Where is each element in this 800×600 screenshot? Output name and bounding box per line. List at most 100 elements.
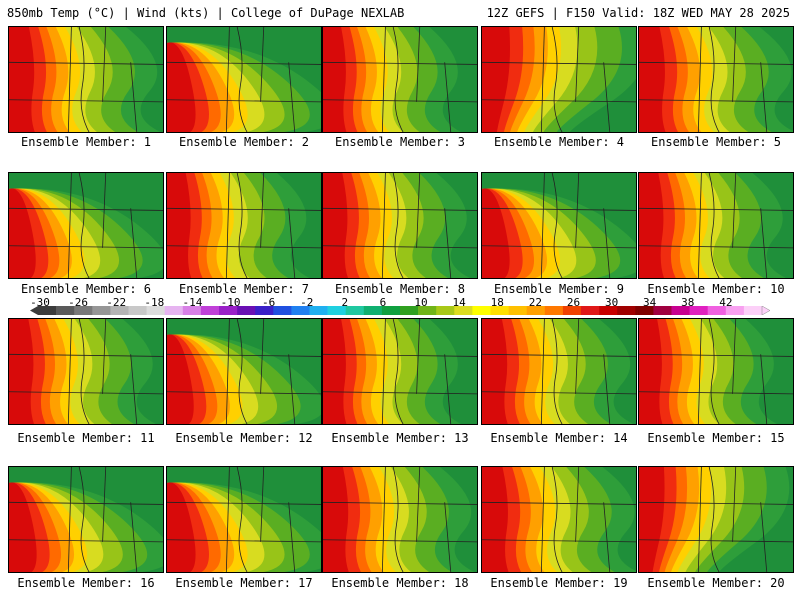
colorbar-segment (544, 306, 564, 315)
colorbar-segment (635, 306, 654, 315)
ensemble-map-panel (322, 318, 478, 425)
ensemble-member-label: Ensemble Member: 9 (493, 282, 625, 296)
colorbar-segment (418, 306, 437, 315)
colorbar-segment (707, 306, 727, 315)
colorbar-segment (689, 306, 708, 315)
colorbar-tick-label: 26 (566, 296, 581, 309)
colorbar-tick-label: -18 (144, 296, 165, 309)
ensemble-map-panel (166, 318, 322, 425)
colorbar-tick-label: -10 (220, 296, 241, 309)
ensemble-map-panel (638, 26, 794, 133)
ensemble-member-label: Ensemble Member: 19 (490, 576, 628, 590)
colorbar-segment (472, 306, 491, 315)
colorbar-segment (327, 306, 346, 315)
colorbar-segment (743, 306, 763, 315)
colorbar-segment (436, 306, 455, 315)
colorbar-min-arrow (30, 306, 38, 315)
ensemble-member-label: Ensemble Member: 11 (17, 431, 155, 445)
colorbar-segment (454, 306, 473, 315)
colorbar-segment (182, 306, 202, 315)
colorbar-tick-label: 38 (681, 296, 695, 309)
ensemble-member-label: Ensemble Member: 15 (647, 431, 785, 445)
ensemble-map-panel (322, 466, 478, 573)
colorbar-segment (219, 306, 238, 315)
colorbar-segment (725, 306, 745, 315)
run-valid-time: 12Z GEFS | F150 Valid: 18Z WED MAY 28 20… (486, 6, 790, 20)
ensemble-member-label: Ensemble Member: 16 (17, 576, 155, 590)
colorbar-segment (363, 306, 383, 315)
ensemble-member-label: Ensemble Member: 12 (175, 431, 313, 445)
colorbar-segment (617, 306, 636, 315)
ensemble-member-label: Ensemble Member: 17 (175, 576, 313, 590)
ensemble-member-label: Ensemble Member: 3 (334, 135, 466, 149)
ensemble-member-label: Ensemble Member: 14 (490, 431, 628, 445)
colorbar-segment (526, 306, 546, 315)
colorbar-segment (490, 306, 509, 315)
temperature-colorbar (30, 306, 770, 315)
colorbar-segment (200, 306, 220, 315)
ensemble-member-label: Ensemble Member: 2 (178, 135, 310, 149)
ensemble-map-panel (638, 318, 794, 425)
ensemble-map-panel (481, 466, 637, 573)
colorbar-tick-label: 30 (604, 296, 619, 309)
ensemble-map-panel (8, 466, 164, 573)
ensemble-member-label: Ensemble Member: 7 (178, 282, 310, 296)
ensemble-map-panel (166, 466, 322, 573)
colorbar-max-arrow (761, 306, 770, 315)
colorbar-segment (92, 306, 111, 315)
colorbar-tick-label: -14 (182, 296, 203, 309)
colorbar-segment (400, 306, 419, 315)
ensemble-map-panel (481, 318, 637, 425)
colorbar-tick-label: -26 (68, 296, 89, 309)
colorbar-tick-label: 42 (719, 296, 733, 309)
map-title: 850mb Temp (°C) | Wind (kts) | College o… (7, 6, 405, 20)
colorbar-tick-label: 10 (414, 296, 428, 309)
ensemble-member-label: Ensemble Member: 5 (650, 135, 782, 149)
colorbar-segment (255, 306, 274, 315)
colorbar-segment (562, 306, 582, 315)
ensemble-member-label: Ensemble Member: 6 (20, 282, 152, 296)
colorbar-tick-label: -22 (106, 296, 127, 309)
colorbar-segment (653, 306, 672, 315)
colorbar-segment (508, 306, 527, 315)
ensemble-map-panel (638, 172, 794, 279)
colorbar-segment (581, 306, 600, 315)
ensemble-member-label: Ensemble Member: 10 (647, 282, 785, 296)
colorbar-tick-label: 14 (452, 296, 466, 309)
colorbar-segment (671, 306, 690, 315)
ensemble-map-panel (8, 26, 164, 133)
ensemble-map-panel (8, 172, 164, 279)
ensemble-member-label: Ensemble Member: 4 (493, 135, 625, 149)
colorbar-segment (128, 306, 147, 315)
colorbar-segment (146, 306, 165, 315)
colorbar-tick-label: 18 (490, 296, 504, 309)
ensemble-map-panel (166, 26, 322, 133)
ensemble-map-panel (166, 172, 322, 279)
ensemble-map-panel (8, 318, 164, 425)
ensemble-map-panel (481, 172, 637, 279)
colorbar-segment (164, 306, 184, 315)
colorbar-tick-label: 22 (528, 296, 542, 309)
colorbar-segment (273, 306, 292, 315)
colorbar-segment (56, 306, 75, 315)
ensemble-member-label: Ensemble Member: 13 (331, 431, 469, 445)
colorbar-segment (309, 306, 328, 315)
ensemble-map-panel (481, 26, 637, 133)
colorbar-segment (599, 306, 618, 315)
colorbar-segment (38, 306, 57, 315)
colorbar-segment (345, 306, 365, 315)
colorbar-tick-label: 6 (379, 296, 387, 309)
colorbar-segment (110, 306, 129, 315)
ensemble-member-label: Ensemble Member: 8 (334, 282, 466, 296)
colorbar-segment (291, 306, 310, 315)
colorbar-tick-label: -6 (262, 296, 276, 309)
colorbar-segment (74, 306, 93, 315)
colorbar-tick-label: 2 (341, 296, 349, 309)
ensemble-map-panel (322, 26, 478, 133)
colorbar-tick-label: -2 (300, 296, 314, 309)
ensemble-member-label: Ensemble Member: 20 (647, 576, 785, 590)
ensemble-member-label: Ensemble Member: 18 (331, 576, 469, 590)
colorbar-tick-label: 34 (643, 296, 657, 309)
ensemble-map-panel (322, 172, 478, 279)
colorbar-segment (237, 306, 256, 315)
